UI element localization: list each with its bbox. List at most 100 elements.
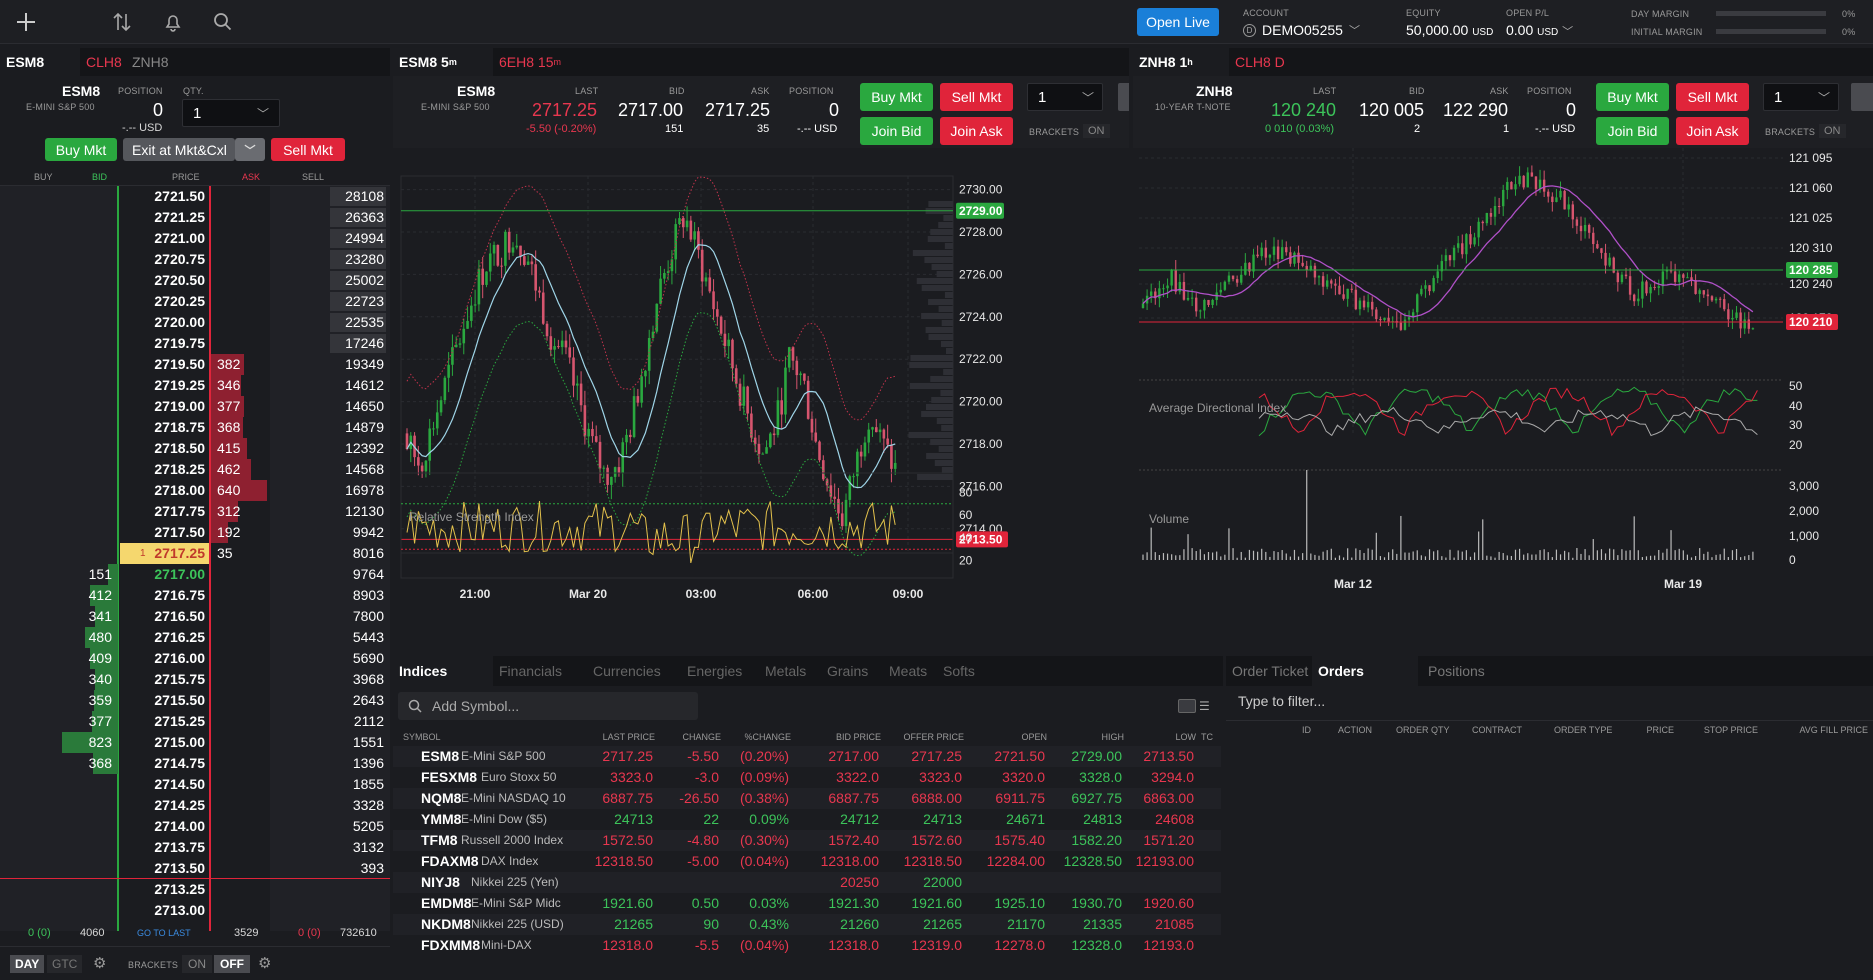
watchlist-row[interactable]: EMDM8 E-Mini S&P Midc 1921.60 0.50 0.03% 1921… (393, 893, 1221, 914)
chart1-price-area[interactable]: 2730.00 2728.00 2726.00 2724.00 2722.00 2720.… (393, 148, 1129, 652)
orders-column-header[interactable]: ORDER TYPE (1554, 725, 1613, 735)
ask-size[interactable]: 368 (217, 419, 241, 435)
ask-size[interactable]: 346 (217, 377, 241, 393)
exit-at-market-cancel-button[interactable]: Exit at Mkt&Cxl (123, 138, 235, 161)
ladder-row[interactable]: 382 2719.50 19349 (0, 354, 390, 375)
bid-size[interactable]: 377 (88, 713, 112, 729)
bid-size[interactable]: 151 (88, 566, 112, 582)
chart1-join-ask-button[interactable]: Join Ask (940, 117, 1013, 145)
ask-size[interactable]: 312 (217, 503, 241, 519)
tab-order-ticket[interactable]: Order Ticket (1232, 663, 1309, 679)
ladder-row[interactable]: 2721.00 24994 (0, 228, 390, 249)
ladder-row[interactable]: 2719.75 17246 (0, 333, 390, 354)
tab-esm8[interactable]: ESM8 (0, 48, 80, 76)
view-toggle[interactable]: ☰ (1178, 699, 1216, 715)
ladder-row[interactable]: 2713.00 (0, 900, 390, 921)
gear-icon[interactable]: ⚙ (93, 955, 107, 972)
ladder-row[interactable]: 2720.50 25002 (0, 270, 390, 291)
ladder-row[interactable]: 151 2717.00 9764 (0, 564, 390, 585)
orders-column-header[interactable]: ORDER QTY (1396, 725, 1450, 735)
column-header[interactable]: LAST PRICE (602, 732, 655, 742)
chart2-buy-market-button[interactable]: Buy Mkt (1596, 83, 1669, 111)
column-header[interactable]: HIGH (1101, 732, 1125, 742)
open-pl-value[interactable]: 0.00 USD ﹀ (1506, 22, 1574, 38)
ladder-row[interactable]: 359 2715.50 2643 (0, 690, 390, 711)
ladder-row[interactable]: 368 2714.75 1396 (0, 753, 390, 774)
ladder-row[interactable]: 480 2716.25 5443 (0, 627, 390, 648)
ladder-row[interactable]: 368 2718.75 14879 (0, 417, 390, 438)
watchlist-row[interactable]: FDAXM8 DAX Index 12318.50 -5.00 (0.04%) 12318… (393, 851, 1221, 872)
add-symbol-input[interactable]: Add Symbol... (398, 692, 698, 720)
chart1-qty-select[interactable]: 1 ﹀ (1027, 83, 1103, 111)
go-to-last-button[interactable]: GO TO LAST (137, 928, 191, 938)
buy-market-button[interactable]: Buy Mkt (45, 138, 117, 161)
ladder-row[interactable]: 2721.50 28108 (0, 186, 390, 207)
ladder-row[interactable]: 340 2715.75 3968 (0, 669, 390, 690)
watchlist-row[interactable]: FDXMM8 Mini-DAX 12318.0 -5.5 (0.04%) 12318.0 1… (393, 935, 1221, 956)
gear-icon[interactable]: ⚙ (258, 955, 272, 972)
column-header[interactable]: %CHANGE (744, 732, 791, 742)
ladder-row[interactable]: 415 2718.50 12392 (0, 438, 390, 459)
ladder-row[interactable]: 2714.25 3328 (0, 795, 390, 816)
tab-clh8-d[interactable]: CLH8 D (1235, 54, 1285, 70)
tab-positions[interactable]: Positions (1428, 663, 1485, 679)
day-toggle[interactable]: DAY (10, 955, 45, 973)
orders-column-header[interactable]: CONTRACT (1472, 725, 1522, 735)
tab-6eh8-15m[interactable]: 6EH8 15 m (499, 54, 561, 70)
orders-column-header[interactable]: AVG FILL PRICE (1799, 725, 1868, 735)
watchlist-row[interactable]: NIYJ8 Nikkei 225 (Yen) 20250 22000 (393, 872, 1221, 893)
ladder-row[interactable]: 377 2719.00 14650 (0, 396, 390, 417)
ladder-row[interactable]: 192 2717.50 9942 (0, 522, 390, 543)
bell-icon[interactable] (159, 8, 187, 36)
ask-size[interactable]: 382 (217, 356, 241, 372)
bid-size[interactable]: 341 (88, 608, 112, 624)
ask-size[interactable]: 640 (217, 482, 241, 498)
bid-size[interactable]: 823 (88, 734, 112, 750)
search-icon[interactable] (209, 8, 237, 36)
column-header[interactable]: CHANGE (682, 732, 721, 742)
add-icon[interactable] (12, 8, 40, 36)
watchlist-row[interactable]: FESXM8 Euro Stoxx 50 3323.0 -3.0 (0.09%) 3322… (393, 767, 1221, 788)
brackets-off-toggle[interactable]: OFF (214, 955, 250, 973)
qty-select[interactable]: 1 ﹀ (182, 99, 280, 127)
chart1-buy-market-button[interactable]: Buy Mkt (860, 83, 933, 111)
tab-energies[interactable]: Energies (687, 663, 743, 679)
ladder-row[interactable]: 2714.00 5205 (0, 816, 390, 837)
brackets-on-toggle[interactable]: ON (182, 955, 212, 973)
chart2-join-bid-button[interactable]: Join Bid (1596, 117, 1669, 145)
gtc-toggle[interactable]: GTC (47, 955, 83, 973)
watchlist-row[interactable]: ESM8 E-Mini S&P 500 2717.25 -5.50 (0.20%) 271… (393, 746, 1221, 767)
watchlist-row[interactable]: YMM8 E-Mini Dow ($5) 24713 22 0.09% 24712 2471… (393, 809, 1221, 830)
column-header[interactable]: SYMBOL (403, 732, 441, 742)
ladder-row[interactable]: 341 2716.50 7800 (0, 606, 390, 627)
chart2-sell-market-button[interactable]: Sell Mkt (1676, 83, 1749, 111)
exit-dropdown-button[interactable]: ﹀ (235, 138, 265, 161)
watchlist-row[interactable]: NKDM8 Nikkei 225 (USD) 21265 90 0.43% 21260 21… (393, 914, 1221, 935)
chart2-brackets-on-toggle[interactable]: ON (1819, 124, 1846, 138)
tab-grains[interactable]: Grains (827, 663, 869, 679)
bid-size[interactable]: 412 (88, 587, 112, 603)
ladder-row[interactable]: 2713.50 393 (0, 858, 390, 879)
ladder-row[interactable]: 346 2719.25 14612 (0, 375, 390, 396)
ladder-row[interactable]: 377 2715.25 2112 (0, 711, 390, 732)
ladder-row[interactable]: 2720.00 22535 (0, 312, 390, 333)
bid-size[interactable]: 409 (88, 650, 112, 666)
transfer-arrows-icon[interactable] (108, 8, 136, 36)
bid-size[interactable]: 480 (88, 629, 112, 645)
column-header[interactable]: TC (1201, 732, 1213, 742)
orders-column-header[interactable]: ACTION (1338, 725, 1373, 735)
ask-size[interactable]: 35 (217, 545, 233, 561)
chart1-sell-market-button[interactable]: Sell Mkt (940, 83, 1013, 111)
tab-clh8[interactable]: CLH8 (86, 54, 122, 70)
tab-meats[interactable]: Meats (889, 663, 928, 679)
bid-size[interactable]: 340 (88, 671, 112, 687)
tab-softs[interactable]: Softs (943, 663, 975, 679)
ladder-row[interactable]: 2714.50 1855 (0, 774, 390, 795)
column-header[interactable]: OFFER PRICE (903, 732, 964, 742)
ladder-row[interactable]: 2720.75 23280 (0, 249, 390, 270)
column-header[interactable]: BID PRICE (835, 732, 881, 742)
open-live-button[interactable]: Open Live (1137, 8, 1219, 36)
